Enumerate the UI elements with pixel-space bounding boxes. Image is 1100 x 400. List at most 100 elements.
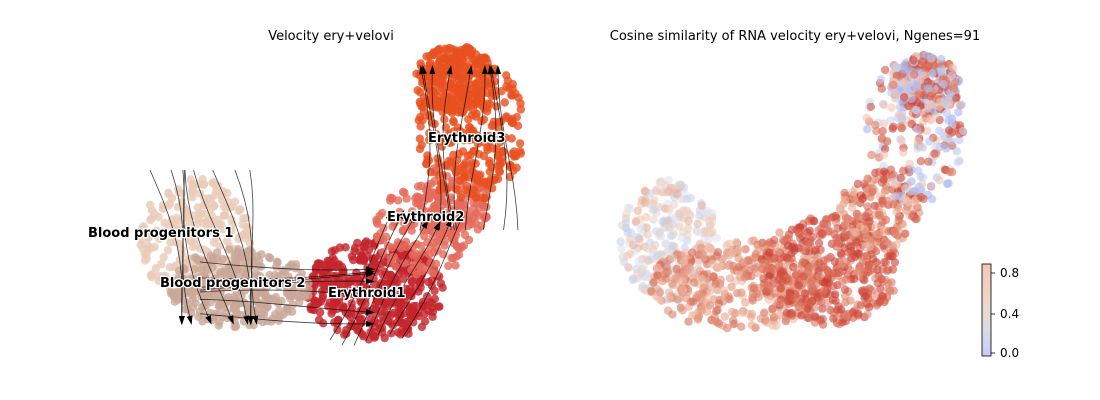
scatter-point <box>473 225 483 234</box>
scatter-point <box>856 301 865 310</box>
scatter-point <box>158 201 168 210</box>
scatter-point <box>760 308 769 317</box>
scatter-point <box>953 158 962 167</box>
right-panel-title: Cosine similarity of RNA velocity ery+ve… <box>610 29 980 44</box>
scatter-point <box>192 219 202 229</box>
scatter-point <box>297 289 306 299</box>
scatter-point <box>747 312 756 322</box>
scatter-point <box>882 186 891 195</box>
scatter-point <box>888 252 897 261</box>
scatter-point <box>930 149 939 158</box>
scatter-point <box>387 310 396 320</box>
scatter-point <box>445 52 455 61</box>
scatter-point <box>916 157 926 166</box>
scatter-point <box>339 302 348 311</box>
scatter-point <box>441 123 451 132</box>
arrowhead <box>495 65 502 75</box>
scatter-point <box>138 236 147 245</box>
scatter-point <box>452 167 461 177</box>
scatter-point <box>451 261 460 270</box>
scatter-point <box>881 65 890 75</box>
scatter-point <box>491 132 500 141</box>
arrowhead <box>397 209 405 220</box>
scatter-point <box>420 231 429 241</box>
scatter-point <box>892 63 901 72</box>
scatter-point <box>787 254 796 263</box>
scatter-point <box>831 290 840 299</box>
scatter-point <box>174 185 183 194</box>
scatter-point <box>694 290 703 299</box>
scatter-point <box>669 229 678 238</box>
scatter-point <box>157 259 166 269</box>
scatter-point <box>223 189 232 198</box>
arrowhead <box>385 210 392 221</box>
scatter-point <box>265 270 274 280</box>
scatter-point <box>759 274 768 283</box>
scatter-point <box>177 245 186 254</box>
arrowhead <box>457 212 464 222</box>
scatter-point <box>451 65 460 74</box>
scatter-point <box>740 273 749 282</box>
scatter-point <box>347 252 357 261</box>
scatter-point <box>863 310 872 319</box>
scatter-point <box>910 187 919 196</box>
streamline <box>423 69 442 231</box>
right-scatter-points <box>616 50 968 333</box>
scatter-point <box>442 160 451 170</box>
scatter-point <box>418 300 428 309</box>
scatter-point <box>304 285 313 294</box>
scatter-point <box>217 195 227 205</box>
scatter-point <box>649 215 658 224</box>
scatter-point <box>854 309 863 318</box>
scatter-point <box>428 50 437 59</box>
scatter-point <box>371 332 380 341</box>
scatter-point <box>480 105 489 114</box>
scatter-point <box>448 93 457 103</box>
scatter-point <box>901 229 910 238</box>
scatter-point <box>896 121 905 131</box>
scatter-point <box>925 137 934 146</box>
scatter-point <box>497 87 506 96</box>
scatter-point <box>813 293 822 302</box>
scatter-point <box>211 190 220 199</box>
scatter-point <box>402 318 411 327</box>
scatter-point <box>808 283 818 292</box>
scatter-point <box>936 67 946 76</box>
colorbar-tick-label-2: 0.8 <box>1000 266 1019 280</box>
scatter-point <box>803 304 812 313</box>
scatter-point <box>372 215 381 225</box>
scatter-point <box>164 190 173 199</box>
arrowhead <box>466 65 473 75</box>
scatter-point <box>175 225 184 234</box>
scatter-point <box>407 207 417 216</box>
scatter-point <box>387 243 397 252</box>
arrowhead <box>227 315 234 325</box>
scatter-point <box>235 205 244 214</box>
scatter-point <box>458 108 467 118</box>
scatter-point <box>188 242 198 252</box>
colorbar-gradient <box>981 263 992 357</box>
scatter-point <box>397 267 407 276</box>
scatter-point <box>388 194 397 203</box>
scatter-point <box>903 197 913 207</box>
scatter-point <box>909 70 919 79</box>
scatter-point <box>674 209 683 218</box>
scatter-point <box>848 187 858 197</box>
scatter-point <box>233 265 242 274</box>
scatter-point <box>784 233 793 243</box>
scatter-point <box>269 278 279 287</box>
scatter-point <box>268 314 277 323</box>
scatter-point <box>375 282 385 291</box>
streamline <box>353 218 415 346</box>
scatter-point <box>459 241 468 250</box>
streamline <box>212 169 252 321</box>
scatter-point <box>213 295 222 304</box>
scatter-point <box>422 52 431 61</box>
scatter-point <box>199 179 209 189</box>
arrowhead <box>429 65 436 75</box>
scatter-point <box>207 224 216 234</box>
scatter-point <box>877 133 887 143</box>
scatter-point <box>737 322 746 331</box>
scatter-point <box>680 257 689 266</box>
scatter-point <box>516 105 525 114</box>
